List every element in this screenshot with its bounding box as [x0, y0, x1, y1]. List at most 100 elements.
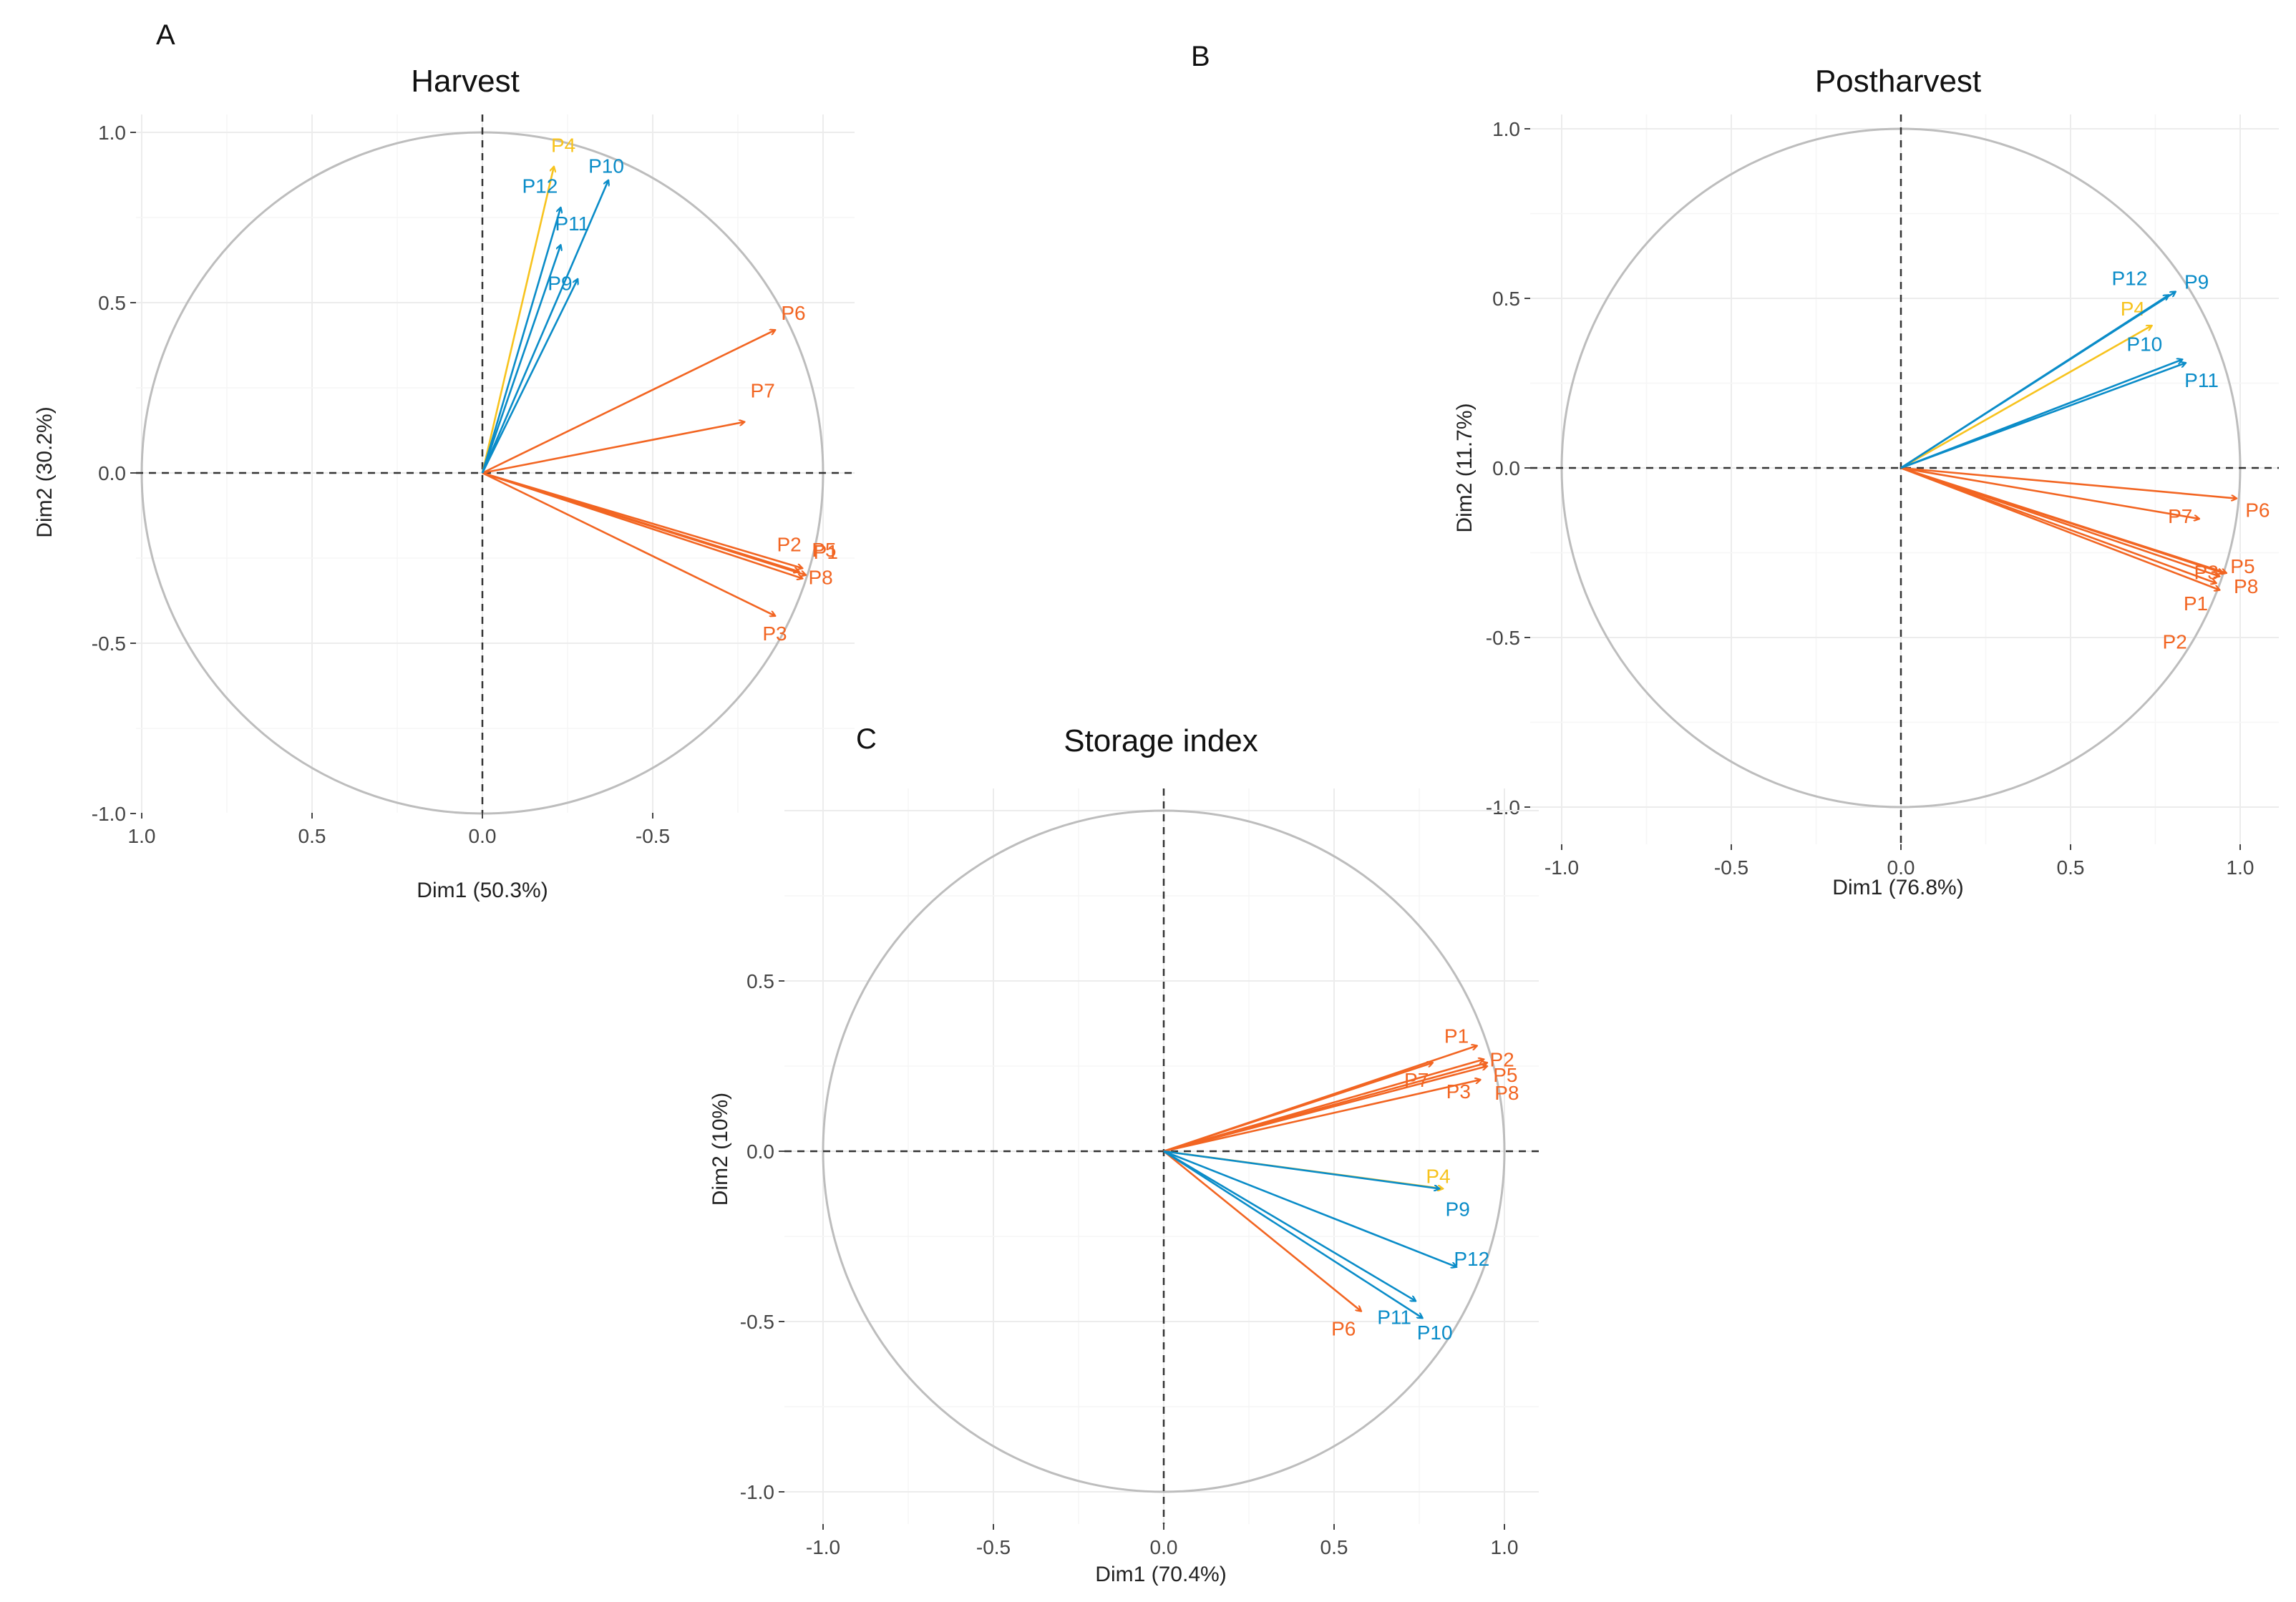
vector-p12	[1163, 1150, 1456, 1267]
grid	[1530, 114, 2279, 844]
y-axis-label: Dim2 (11.7%)	[1453, 403, 1477, 532]
x-axis-label: Dim1 (50.3%)	[417, 879, 548, 902]
x-tick-label: 0.0	[1887, 856, 1915, 879]
panel-title: Storage index	[1064, 723, 1258, 758]
vector-p3	[1163, 1080, 1481, 1153]
y-tick-label: 0.0	[1492, 457, 1520, 479]
vector-label-p12: P12	[522, 175, 558, 197]
vector-label-p5: P5	[2230, 555, 2254, 577]
y-tick-label: 0.5	[746, 970, 774, 992]
panel-title: Postharvest	[1815, 64, 1981, 99]
vector-label-p1: P1	[2184, 592, 2208, 615]
y-tick-label: -0.5	[1486, 627, 1520, 649]
x-tick-label: 0.5	[2057, 856, 2085, 879]
x-tick-label: 1.0	[1491, 1536, 1519, 1558]
vector-label-p10: P10	[1417, 1322, 1453, 1344]
x-axis-label: Dim1 (76.8%)	[1832, 876, 1963, 899]
y-axis-label: Dim2 (10%)	[709, 1093, 732, 1206]
panel-harvest: A Harvest Dim1 (50.3%) Dim2 (30.2%) 1.0 0…	[33, 19, 855, 902]
y-tick-label: 0.5	[1492, 288, 1520, 310]
y-tick-label: -1.0	[1486, 796, 1520, 819]
vector-p7	[482, 422, 745, 474]
y-tick-label: 0.0	[746, 1141, 774, 1163]
vector-label-p9: P9	[1446, 1198, 1470, 1220]
vector-p4	[481, 167, 554, 474]
vector-label-p1: P1	[1444, 1025, 1469, 1047]
x-tick-label: 0.5	[298, 825, 326, 847]
vector-p12	[481, 207, 560, 474]
x-tick-label: -1.0	[806, 1536, 840, 1558]
vector-p10	[1163, 1150, 1423, 1318]
x-tick-label: -0.5	[976, 1536, 1011, 1558]
vector-p7	[1163, 1063, 1433, 1153]
vector-p9	[481, 279, 578, 474]
grid	[136, 114, 855, 813]
vector-p7	[1900, 467, 2199, 519]
vector-label-p6: P6	[2245, 499, 2270, 522]
vector-label-p12: P12	[1454, 1248, 1489, 1270]
vector-p8	[1900, 467, 2227, 573]
vector-label-p5: P5	[1493, 1064, 1517, 1086]
vector-label-p10: P10	[2126, 333, 2162, 355]
panel-letter: A	[156, 19, 175, 51]
vector-label-p7: P7	[2168, 505, 2192, 527]
vector-p2	[1900, 467, 2220, 590]
y-axis-label: Dim2 (30.2%)	[33, 406, 57, 537]
panel-title: Harvest	[411, 64, 520, 99]
vector-label-p4: P4	[551, 135, 575, 157]
y-tick-label: 1.0	[98, 122, 126, 144]
vector-p6	[1900, 467, 2237, 499]
panel-letter: C	[856, 723, 877, 755]
vector-label-p2: P2	[777, 533, 801, 555]
vector-label-p2: P2	[1489, 1048, 1514, 1070]
x-tick-label: 1.0	[128, 825, 156, 847]
x-axis-label: Dim1 (70.4%)	[1095, 1563, 1226, 1586]
vector-p3	[482, 472, 775, 616]
x-tick-label: 0.5	[1320, 1536, 1348, 1558]
y-tick-label: -0.5	[740, 1311, 774, 1333]
panel-storage-index: C Storage index Dim1 (70.4%) Dim2 (10%) …	[709, 723, 1539, 1586]
vector-label-p6: P6	[781, 302, 805, 324]
vector-label-p9: P9	[2184, 271, 2209, 293]
y-tick-label: 0.0	[98, 462, 126, 484]
vector-label-p8: P8	[808, 567, 832, 589]
y-tick-label: -0.5	[92, 633, 126, 655]
x-tick-label: -0.5	[636, 825, 670, 847]
y-tick-label: 0.5	[98, 292, 126, 314]
vector-p4	[1900, 324, 2152, 469]
vector-p6	[1163, 1150, 1361, 1312]
panel-letter: B	[1191, 41, 1210, 72]
panel-postharvest: B Postharvest Dim1 (76.8%) Dim2 (11.7%) …	[1191, 41, 2279, 899]
vector-p11	[481, 245, 560, 474]
vector-label-p11: P11	[555, 213, 589, 235]
vector-label-p10: P10	[588, 155, 624, 177]
x-tick-label: 1.0	[2227, 856, 2254, 879]
vector-label-p1: P1	[814, 541, 838, 563]
vector-p6	[482, 330, 775, 474]
vector-label-p5: P5	[812, 539, 836, 561]
x-tick-label: 0.0	[469, 825, 497, 847]
vector-label-p4: P4	[1426, 1165, 1450, 1187]
vector-label-p12: P12	[2111, 267, 2147, 289]
vector-label-p4: P4	[2121, 298, 2145, 320]
vector-label-p8: P8	[1494, 1082, 1519, 1104]
vector-label-p8: P8	[2234, 575, 2258, 597]
x-tick-label: 0.0	[1150, 1536, 1178, 1558]
x-tick-label: -0.5	[1714, 856, 1748, 879]
vector-p8	[482, 472, 802, 579]
vector-label-p6: P6	[1331, 1318, 1356, 1340]
vector-p10	[481, 180, 608, 474]
y-tick-label: 1.0	[1492, 118, 1520, 140]
y-tick-label: -1.0	[92, 803, 126, 825]
vector-p12	[1900, 295, 2169, 469]
vector-p11	[1900, 363, 2186, 469]
vector-p11	[1163, 1150, 1416, 1301]
vector-label-p11: P11	[2184, 369, 2219, 391]
x-tick-label: -1.0	[1545, 856, 1579, 879]
vector-label-p2: P2	[2163, 631, 2187, 653]
vector-label-p3: P3	[1446, 1080, 1471, 1103]
vector-label-p7: P7	[751, 380, 775, 402]
vector-p9	[1163, 1150, 1440, 1188]
vector-label-p11: P11	[1377, 1306, 1411, 1328]
